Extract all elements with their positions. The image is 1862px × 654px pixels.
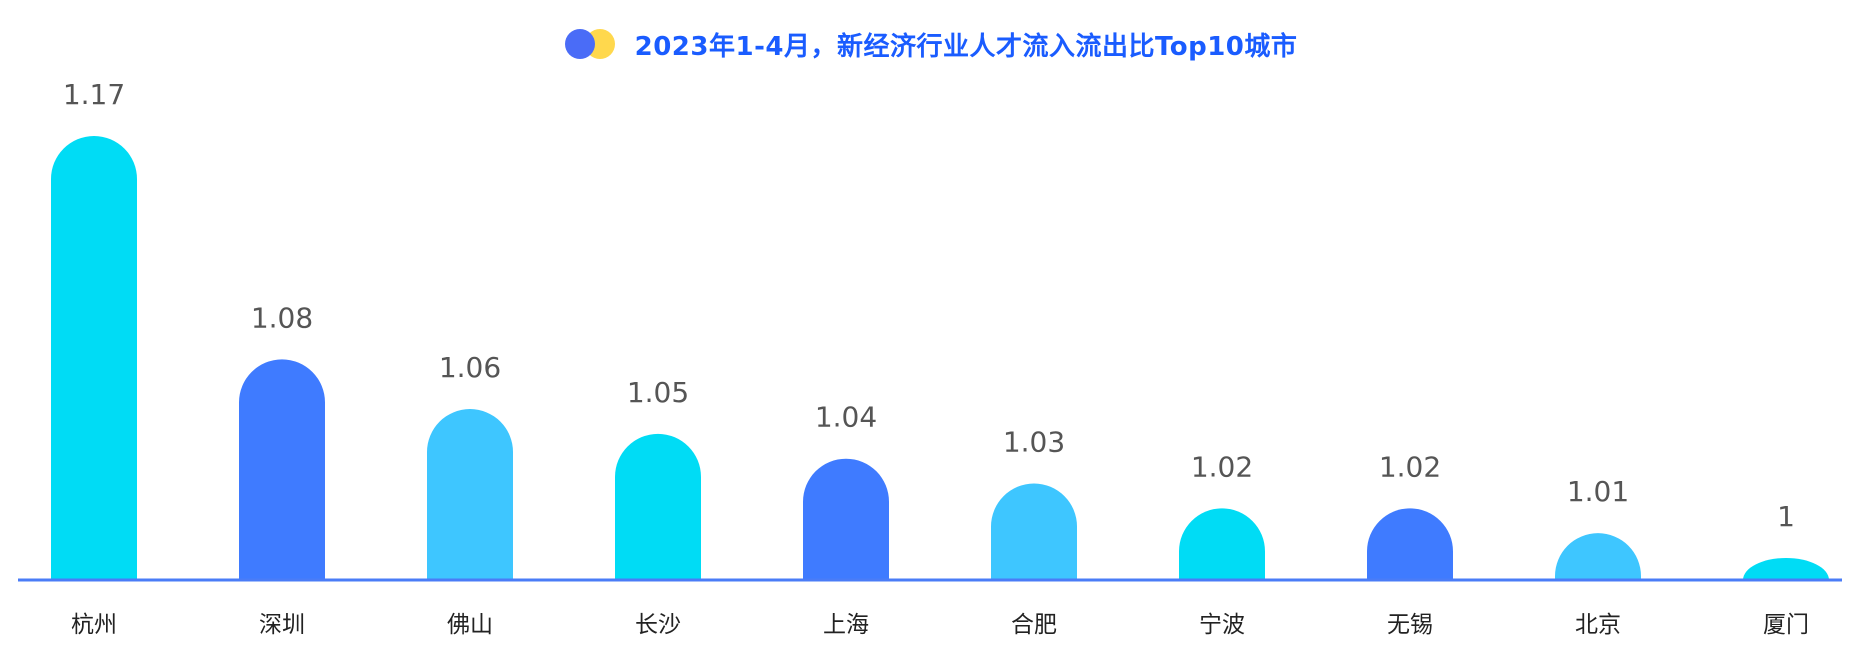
data-label: 1.02 [1379,450,1441,483]
data-label: 1.03 [1003,426,1065,459]
category-label: 深圳 [259,612,305,638]
category-label: 无锡 [1387,612,1433,638]
category-label: 上海 [823,612,869,638]
category-label: 合肥 [1011,612,1057,638]
bar-7 [1179,508,1265,580]
bar-1 [51,136,137,580]
data-label: 1.06 [439,351,501,384]
category-label: 宁波 [1199,612,1245,638]
data-label: 1.04 [815,401,877,434]
category-label: 杭州 [71,612,117,638]
bar-3 [427,409,513,580]
bar-9 [1555,533,1642,580]
data-label: 1.01 [1567,475,1629,508]
data-label: 1.08 [251,301,313,334]
bar-6 [991,483,1077,580]
bar-5 [803,458,889,580]
blue-dot-icon [564,29,595,59]
data-label: 1.02 [1191,450,1253,483]
category-label: 厦门 [1763,612,1809,638]
category-label: 长沙 [635,612,681,638]
bar-10 [1743,558,1829,580]
data-label: 1.05 [627,376,689,409]
bar-2 [239,359,325,580]
data-label: 1 [1777,500,1795,533]
chart-header: 2023年1-4月，新经济行业人才流入流出比Top10城市 [0,18,1862,70]
category-label: 北京 [1575,612,1621,638]
category-label: 佛山 [447,612,493,638]
chart-title: 2023年1-4月，新经济行业人才流入流出比Top10城市 [634,31,1298,62]
bar-8 [1367,508,1453,580]
data-label: 1.17 [63,78,125,111]
title-decoration-icon [564,27,615,61]
bar-4 [615,433,701,580]
